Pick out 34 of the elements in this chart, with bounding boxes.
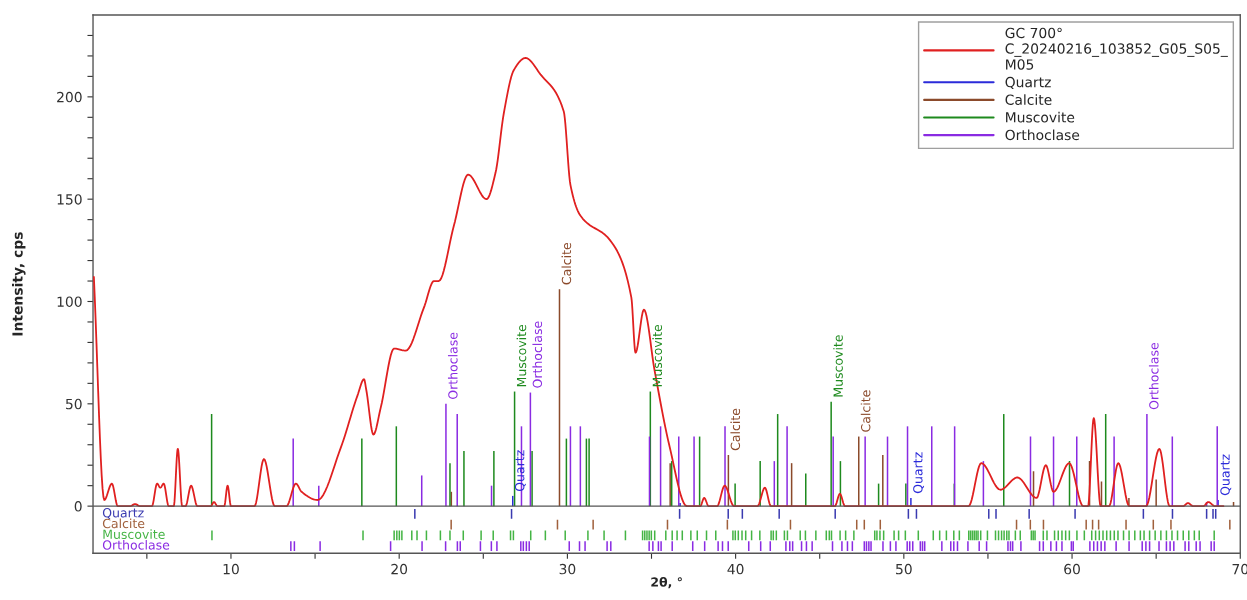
x-tick-label: 60 — [1064, 563, 1080, 575]
annotation: Muscovite — [516, 324, 527, 387]
annotation: Muscovite — [652, 324, 663, 387]
annotation: Calcite — [561, 242, 572, 285]
text: Muscovite — [103, 529, 165, 540]
text: Orthoclase — [102, 539, 170, 550]
annotation: Calcite — [860, 390, 871, 432]
text: Quartz — [102, 508, 144, 519]
text: Calcite — [102, 518, 145, 529]
annotation: Quartz — [913, 452, 925, 494]
legend-label: Orthoclase — [1005, 129, 1080, 141]
x-tick-label: 50 — [896, 563, 912, 575]
y-tick-label: 50 — [66, 398, 82, 410]
x-tick-label: 10 — [223, 563, 239, 575]
y-axis-title: Intensity, cps — [11, 232, 26, 336]
annotation: Quartz — [514, 450, 526, 492]
y-tick-label: 200 — [57, 91, 82, 103]
legend-label: Quartz — [1005, 76, 1051, 89]
x-axis-title: 2θ, ° — [651, 576, 682, 589]
legend-label: GC 700° C_20240216_103852_G05_S05_ M05 — [1005, 27, 1228, 70]
annotation: Orthoclase — [1148, 342, 1159, 410]
y-tick-label: 100 — [57, 296, 82, 307]
legend-label: Calcite — [1005, 94, 1052, 105]
x-tick-label: 20 — [391, 563, 408, 575]
annotation: Muscovite — [833, 335, 843, 397]
annotation: Orthoclase — [447, 332, 458, 400]
annotation: Orthoclase — [532, 321, 543, 388]
legend-label: Muscovite — [1006, 111, 1075, 123]
y-tick-label: 150 — [57, 194, 82, 205]
annotation: Calcite — [730, 408, 741, 451]
annotation: Quartz — [1220, 454, 1232, 496]
x-tick-label: 30 — [559, 563, 576, 575]
y-tick-label: 0 — [74, 501, 82, 512]
x-tick-label: 40 — [727, 563, 744, 575]
